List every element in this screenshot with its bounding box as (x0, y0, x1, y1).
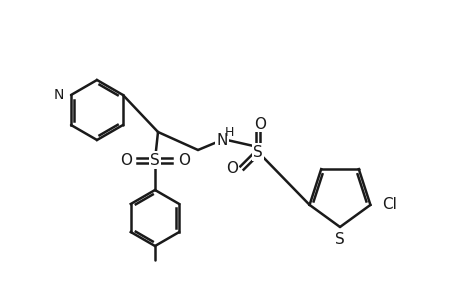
Text: N: N (54, 88, 64, 102)
Text: H: H (224, 125, 233, 139)
Text: S: S (335, 232, 344, 247)
Text: N: N (216, 133, 227, 148)
Text: S: S (252, 145, 262, 160)
Text: Cl: Cl (381, 197, 397, 212)
Text: O: O (120, 152, 132, 167)
Text: S: S (150, 152, 160, 167)
Text: O: O (253, 116, 265, 131)
Text: O: O (178, 152, 190, 167)
Text: O: O (225, 160, 237, 175)
